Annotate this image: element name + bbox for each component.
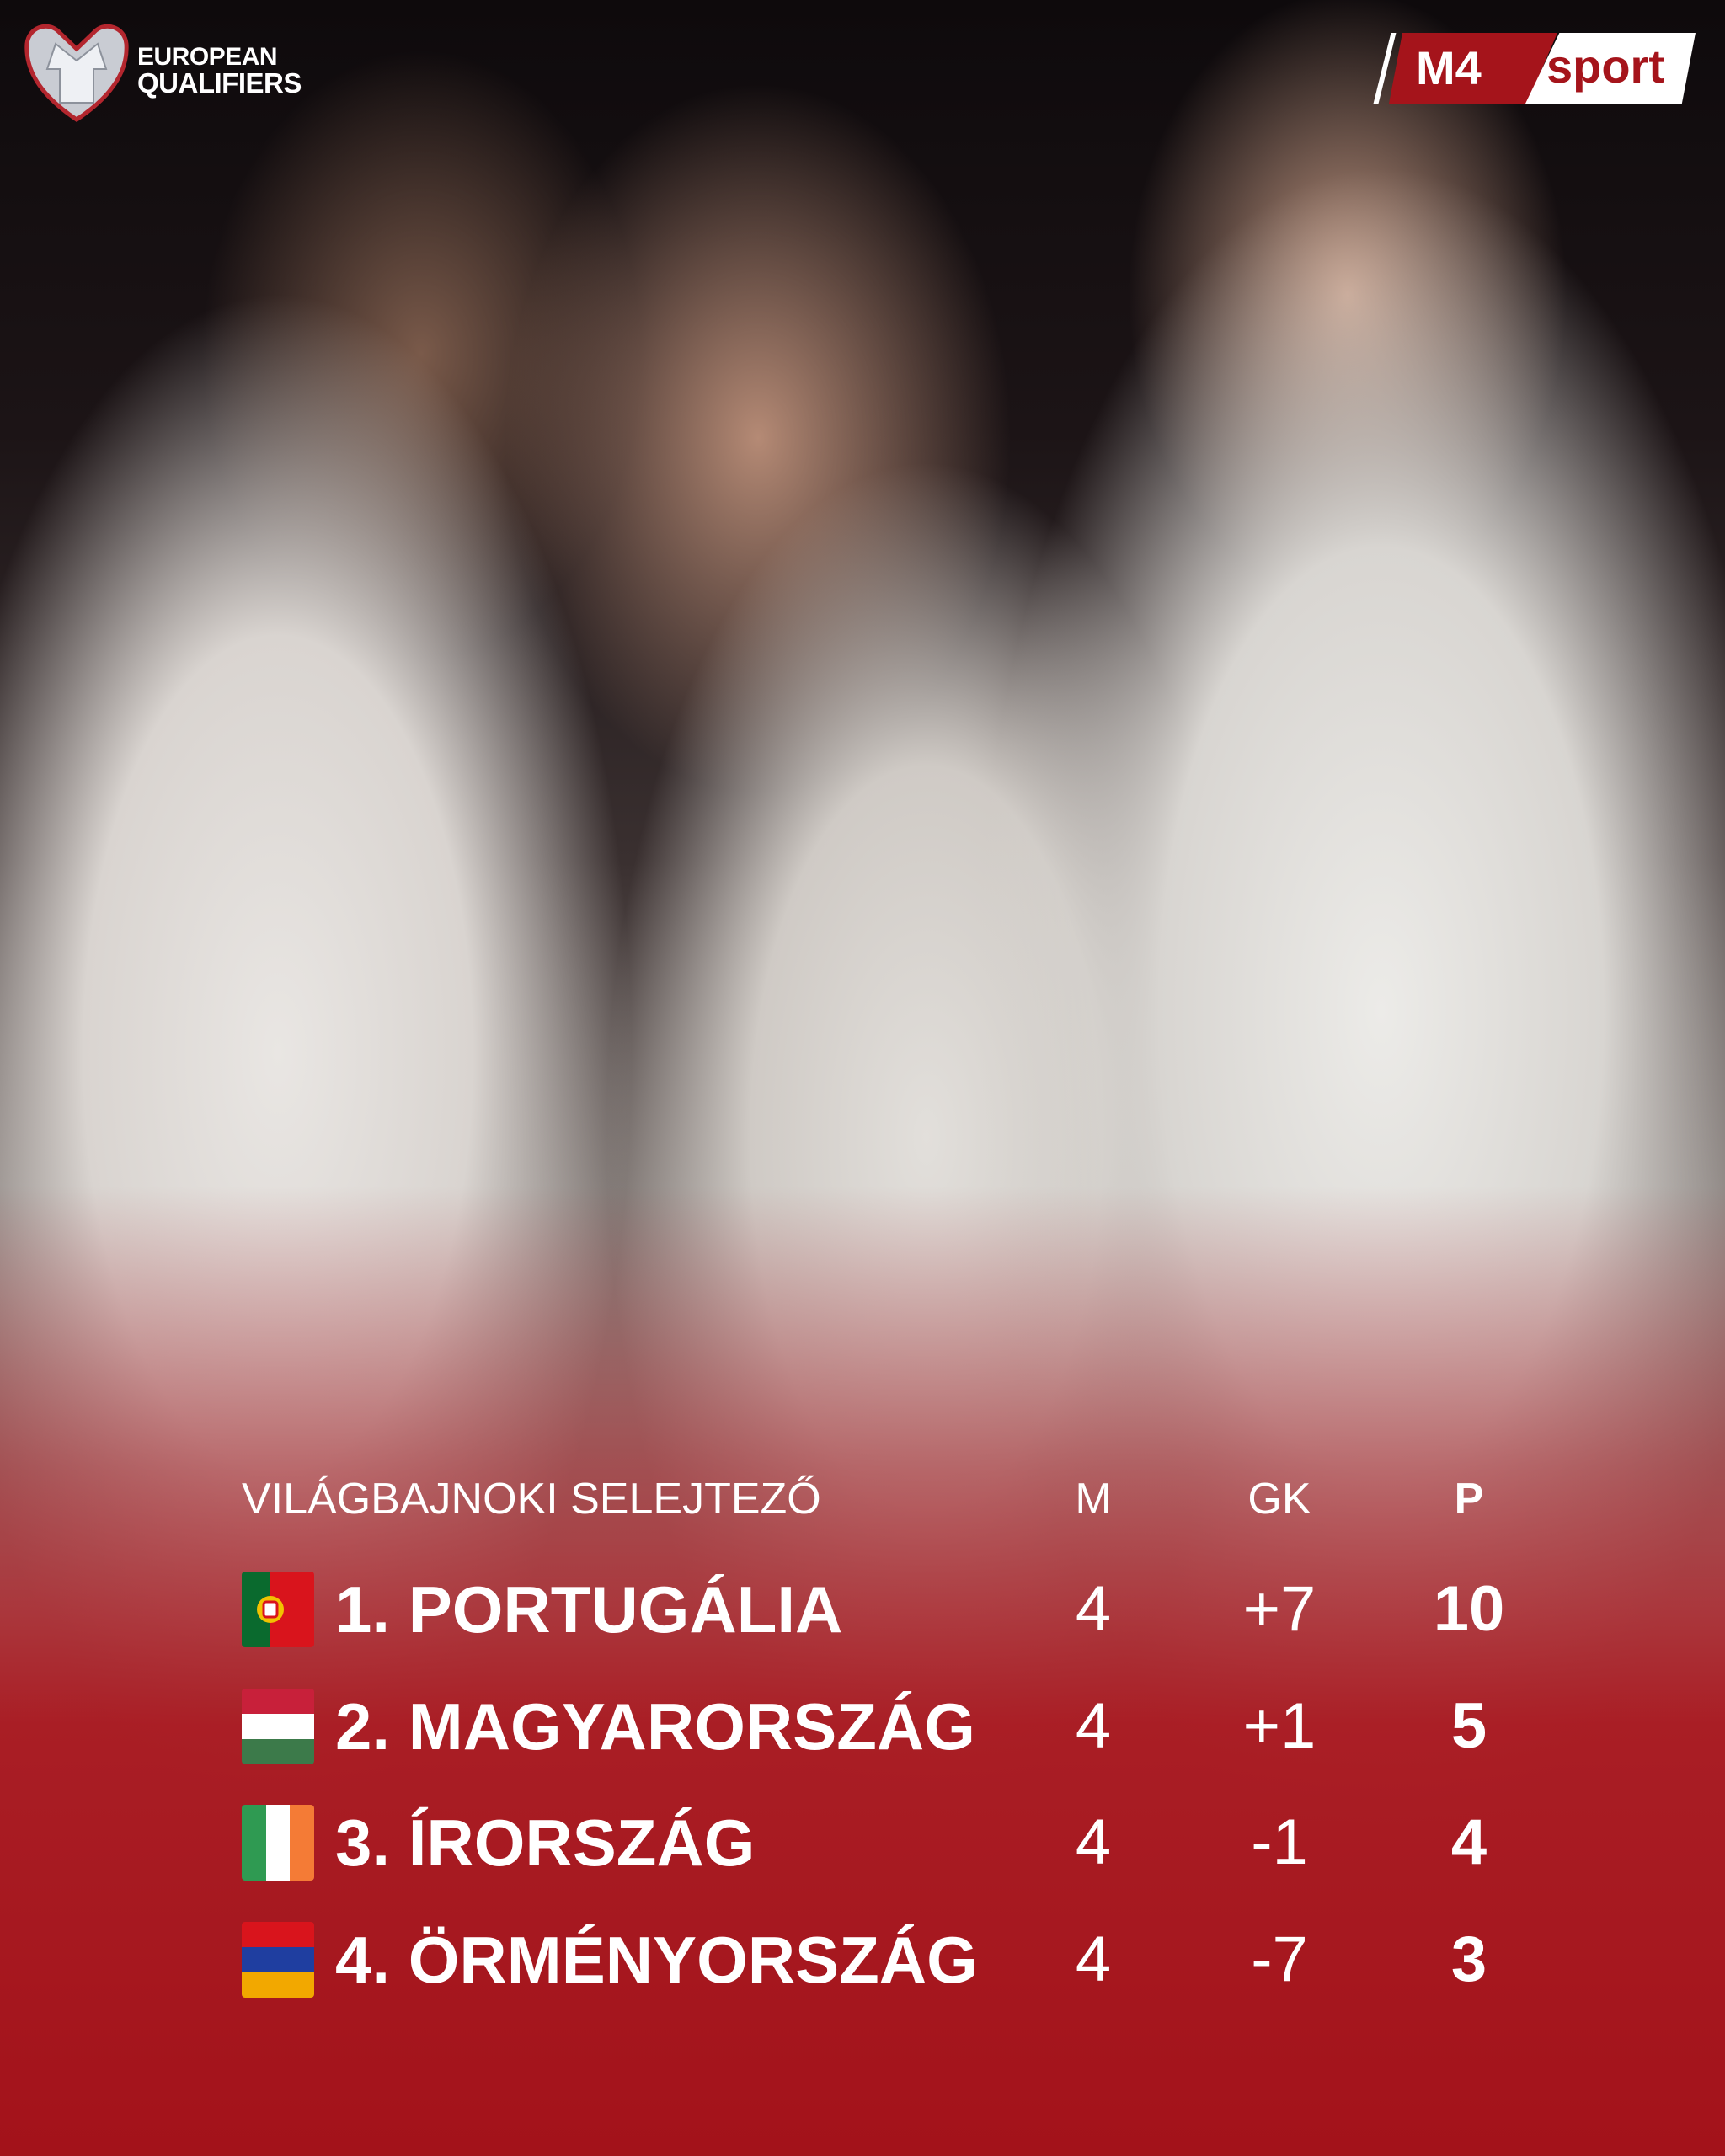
matches-value: 4	[1075, 1924, 1112, 1995]
portugal-flag-icon	[242, 1572, 314, 1647]
table-title: VILÁGBAJNOKI SELEJTEZŐ	[242, 1475, 821, 1524]
european-qualifiers-text: EUROPEAN QUALIFIERS	[137, 43, 302, 99]
logo-line-2: QUALIFIERS	[137, 67, 302, 99]
table-row: 1. PORTUGÁLIA 4 +7 10	[0, 1567, 1725, 1652]
logo-sport: sport	[1546, 40, 1664, 93]
european-qualifiers-logo	[24, 24, 129, 123]
logo-m4: M4	[1416, 41, 1482, 94]
armenia-flag-icon	[242, 1922, 314, 1998]
logo-line-1: EUROPEAN	[137, 43, 278, 71]
goal-difference-value: -7	[1251, 1924, 1308, 1995]
table-row: 3. ÍRORSZÁG 4 -1 4	[0, 1801, 1725, 1885]
ireland-flag-icon	[242, 1805, 314, 1881]
points-value: 3	[1450, 1924, 1487, 1995]
team-name: 1. PORTUGÁLIA	[335, 1572, 843, 1646]
m4-sport-logo: M4 sport	[1373, 33, 1696, 104]
table-row: 2. MAGYARORSZÁG 4 +1 5	[0, 1684, 1725, 1769]
table-row: 4. ÖRMÉNYORSZÁG 4 -7 3	[0, 1918, 1725, 2002]
matches-value: 4	[1075, 1573, 1112, 1645]
points-value: 5	[1450, 1690, 1487, 1762]
goal-difference-value: +1	[1242, 1690, 1316, 1762]
column-header-gk: GK	[1247, 1475, 1311, 1524]
logo-red-panel	[1389, 33, 1557, 104]
points-value: 10	[1433, 1573, 1505, 1645]
hungary-flag-icon	[242, 1689, 314, 1764]
column-header-p: P	[1454, 1475, 1484, 1524]
team-name: 4. ÖRMÉNYORSZÁG	[335, 1923, 978, 1997]
goal-difference-value: -1	[1251, 1806, 1308, 1878]
team-name: 3. ÍRORSZÁG	[335, 1806, 756, 1880]
team-name: 2. MAGYARORSZÁG	[335, 1689, 975, 1764]
matches-value: 4	[1075, 1690, 1112, 1762]
column-header-m: M	[1075, 1475, 1112, 1524]
points-value: 4	[1450, 1806, 1487, 1878]
matches-value: 4	[1075, 1806, 1112, 1878]
goal-difference-value: +7	[1242, 1573, 1316, 1645]
